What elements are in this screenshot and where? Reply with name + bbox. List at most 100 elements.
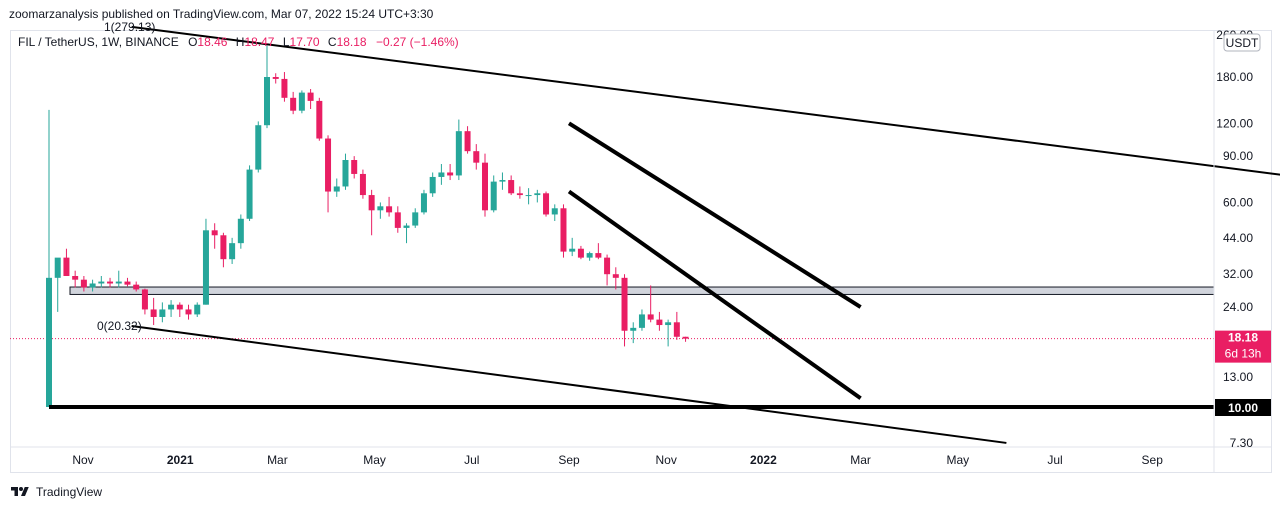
legend-high-label: H [236, 35, 245, 49]
price-tick-label: 180.00 [1216, 70, 1253, 84]
candle-body[interactable] [673, 322, 680, 337]
candle-body[interactable] [560, 208, 567, 252]
candle-body[interactable] [229, 243, 236, 260]
candle-body[interactable] [447, 172, 454, 176]
candle-body[interactable] [211, 230, 218, 236]
candle-body[interactable] [46, 277, 52, 407]
trendlines [131, 25, 1280, 444]
candle-body[interactable] [604, 257, 611, 275]
candle-body[interactable] [569, 248, 576, 252]
candle-body[interactable] [621, 277, 628, 331]
candle-body[interactable] [464, 131, 471, 152]
candle-body[interactable] [115, 281, 122, 284]
candle-body[interactable] [595, 253, 602, 258]
candle-body[interactable] [98, 281, 105, 284]
candle-body[interactable] [80, 279, 87, 288]
chart-frame [10, 30, 1272, 473]
currency-badge[interactable]: USDT [1223, 33, 1261, 52]
candle-body[interactable] [394, 212, 401, 228]
candle-body[interactable] [351, 160, 358, 174]
candle-body[interactable] [316, 100, 323, 139]
candle-body[interactable] [298, 92, 305, 111]
candle-body[interactable] [377, 206, 384, 211]
candle-body[interactable] [429, 176, 436, 194]
candle-body[interactable] [237, 218, 244, 244]
price-axis[interactable]: 260.00180.00120.0090.0060.0044.0032.0024… [1216, 28, 1253, 450]
candle-body[interactable] [272, 77, 279, 79]
candle-body[interactable] [455, 131, 462, 176]
candle-body[interactable] [107, 281, 114, 284]
candle-body[interactable] [150, 309, 157, 317]
time-axis[interactable]: Nov 2021 Mar May Jul Sep Nov 2022 Mar May Jul Sep [72, 453, 1163, 467]
candle-body[interactable] [508, 180, 515, 194]
candle-body[interactable] [89, 283, 96, 288]
candle-body[interactable] [516, 193, 523, 196]
trendline[interactable] [567, 121, 862, 309]
candle-body[interactable] [290, 97, 297, 111]
candle-body[interactable] [656, 319, 663, 326]
candle-body[interactable] [255, 125, 262, 170]
tradingview-wordmark: TradingView [36, 485, 103, 499]
candle-body[interactable] [307, 92, 314, 101]
candle-body[interactable] [72, 275, 79, 280]
candle-body[interactable] [124, 281, 131, 285]
support-zone[interactable] [69, 286, 1215, 295]
candle-body[interactable] [551, 208, 558, 215]
candle-body[interactable] [473, 151, 480, 163]
candle-body[interactable] [420, 193, 427, 213]
candle-body[interactable] [647, 314, 654, 320]
candle-body[interactable] [682, 336, 689, 339]
price-tick-label: 24.00 [1223, 300, 1253, 314]
time-tick-label: Jul [1047, 453, 1062, 467]
candle-body[interactable] [482, 162, 488, 211]
candle-body[interactable] [534, 193, 541, 196]
candle-body[interactable] [368, 195, 375, 211]
candle-body[interactable] [638, 314, 645, 328]
fib-bottom-label: 0(20.32) [97, 319, 142, 333]
candle-body[interactable] [586, 253, 593, 258]
time-tick-label: Nov [72, 453, 93, 467]
candle-body[interactable] [490, 181, 497, 211]
price-tick-label: 44.00 [1223, 231, 1253, 245]
candle-body[interactable] [246, 169, 253, 219]
candle-body[interactable] [176, 304, 183, 310]
trendline[interactable] [131, 325, 1007, 444]
candle-body[interactable] [202, 230, 209, 305]
candle-body[interactable] [359, 173, 366, 196]
candle-body[interactable] [159, 309, 166, 317]
candle-body[interactable] [577, 248, 584, 258]
tradingview-footer[interactable]: TradingView [10, 484, 102, 500]
candle-body[interactable] [438, 172, 445, 177]
candle-body[interactable] [412, 212, 419, 226]
candle-body[interactable] [612, 274, 619, 278]
trendline[interactable] [131, 25, 1280, 177]
candle-body[interactable] [133, 284, 140, 290]
candle-body[interactable] [220, 235, 227, 260]
candle-body[interactable] [194, 304, 201, 315]
top-bar: zoomarzanalysis published on TradingView… [0, 0, 1280, 30]
level-label: 10.00 [1228, 401, 1258, 415]
candle-body[interactable] [168, 304, 175, 310]
candle-body[interactable] [325, 138, 332, 192]
candle-body[interactable] [499, 180, 506, 182]
candle-body[interactable] [630, 327, 637, 331]
candle-body[interactable] [665, 322, 672, 326]
candle-body[interactable] [54, 257, 61, 278]
candle-body[interactable] [386, 206, 393, 213]
countdown-label: 6d 13h [1225, 347, 1262, 361]
candle-body[interactable] [264, 77, 270, 126]
time-tick-label: Nov [656, 453, 677, 467]
candle-body[interactable] [63, 257, 70, 276]
trendline[interactable] [567, 189, 862, 400]
last-price-label: 18.18 [1228, 331, 1258, 345]
time-tick-label: May [946, 453, 969, 467]
candle-body[interactable] [342, 160, 349, 187]
candle-body[interactable] [403, 225, 410, 228]
candle-body[interactable] [543, 193, 550, 215]
candle-body[interactable] [333, 186, 340, 192]
candle-body[interactable] [185, 309, 192, 315]
candle-body[interactable] [141, 289, 148, 310]
candle-body[interactable] [525, 195, 532, 197]
candle-body[interactable] [281, 78, 288, 98]
